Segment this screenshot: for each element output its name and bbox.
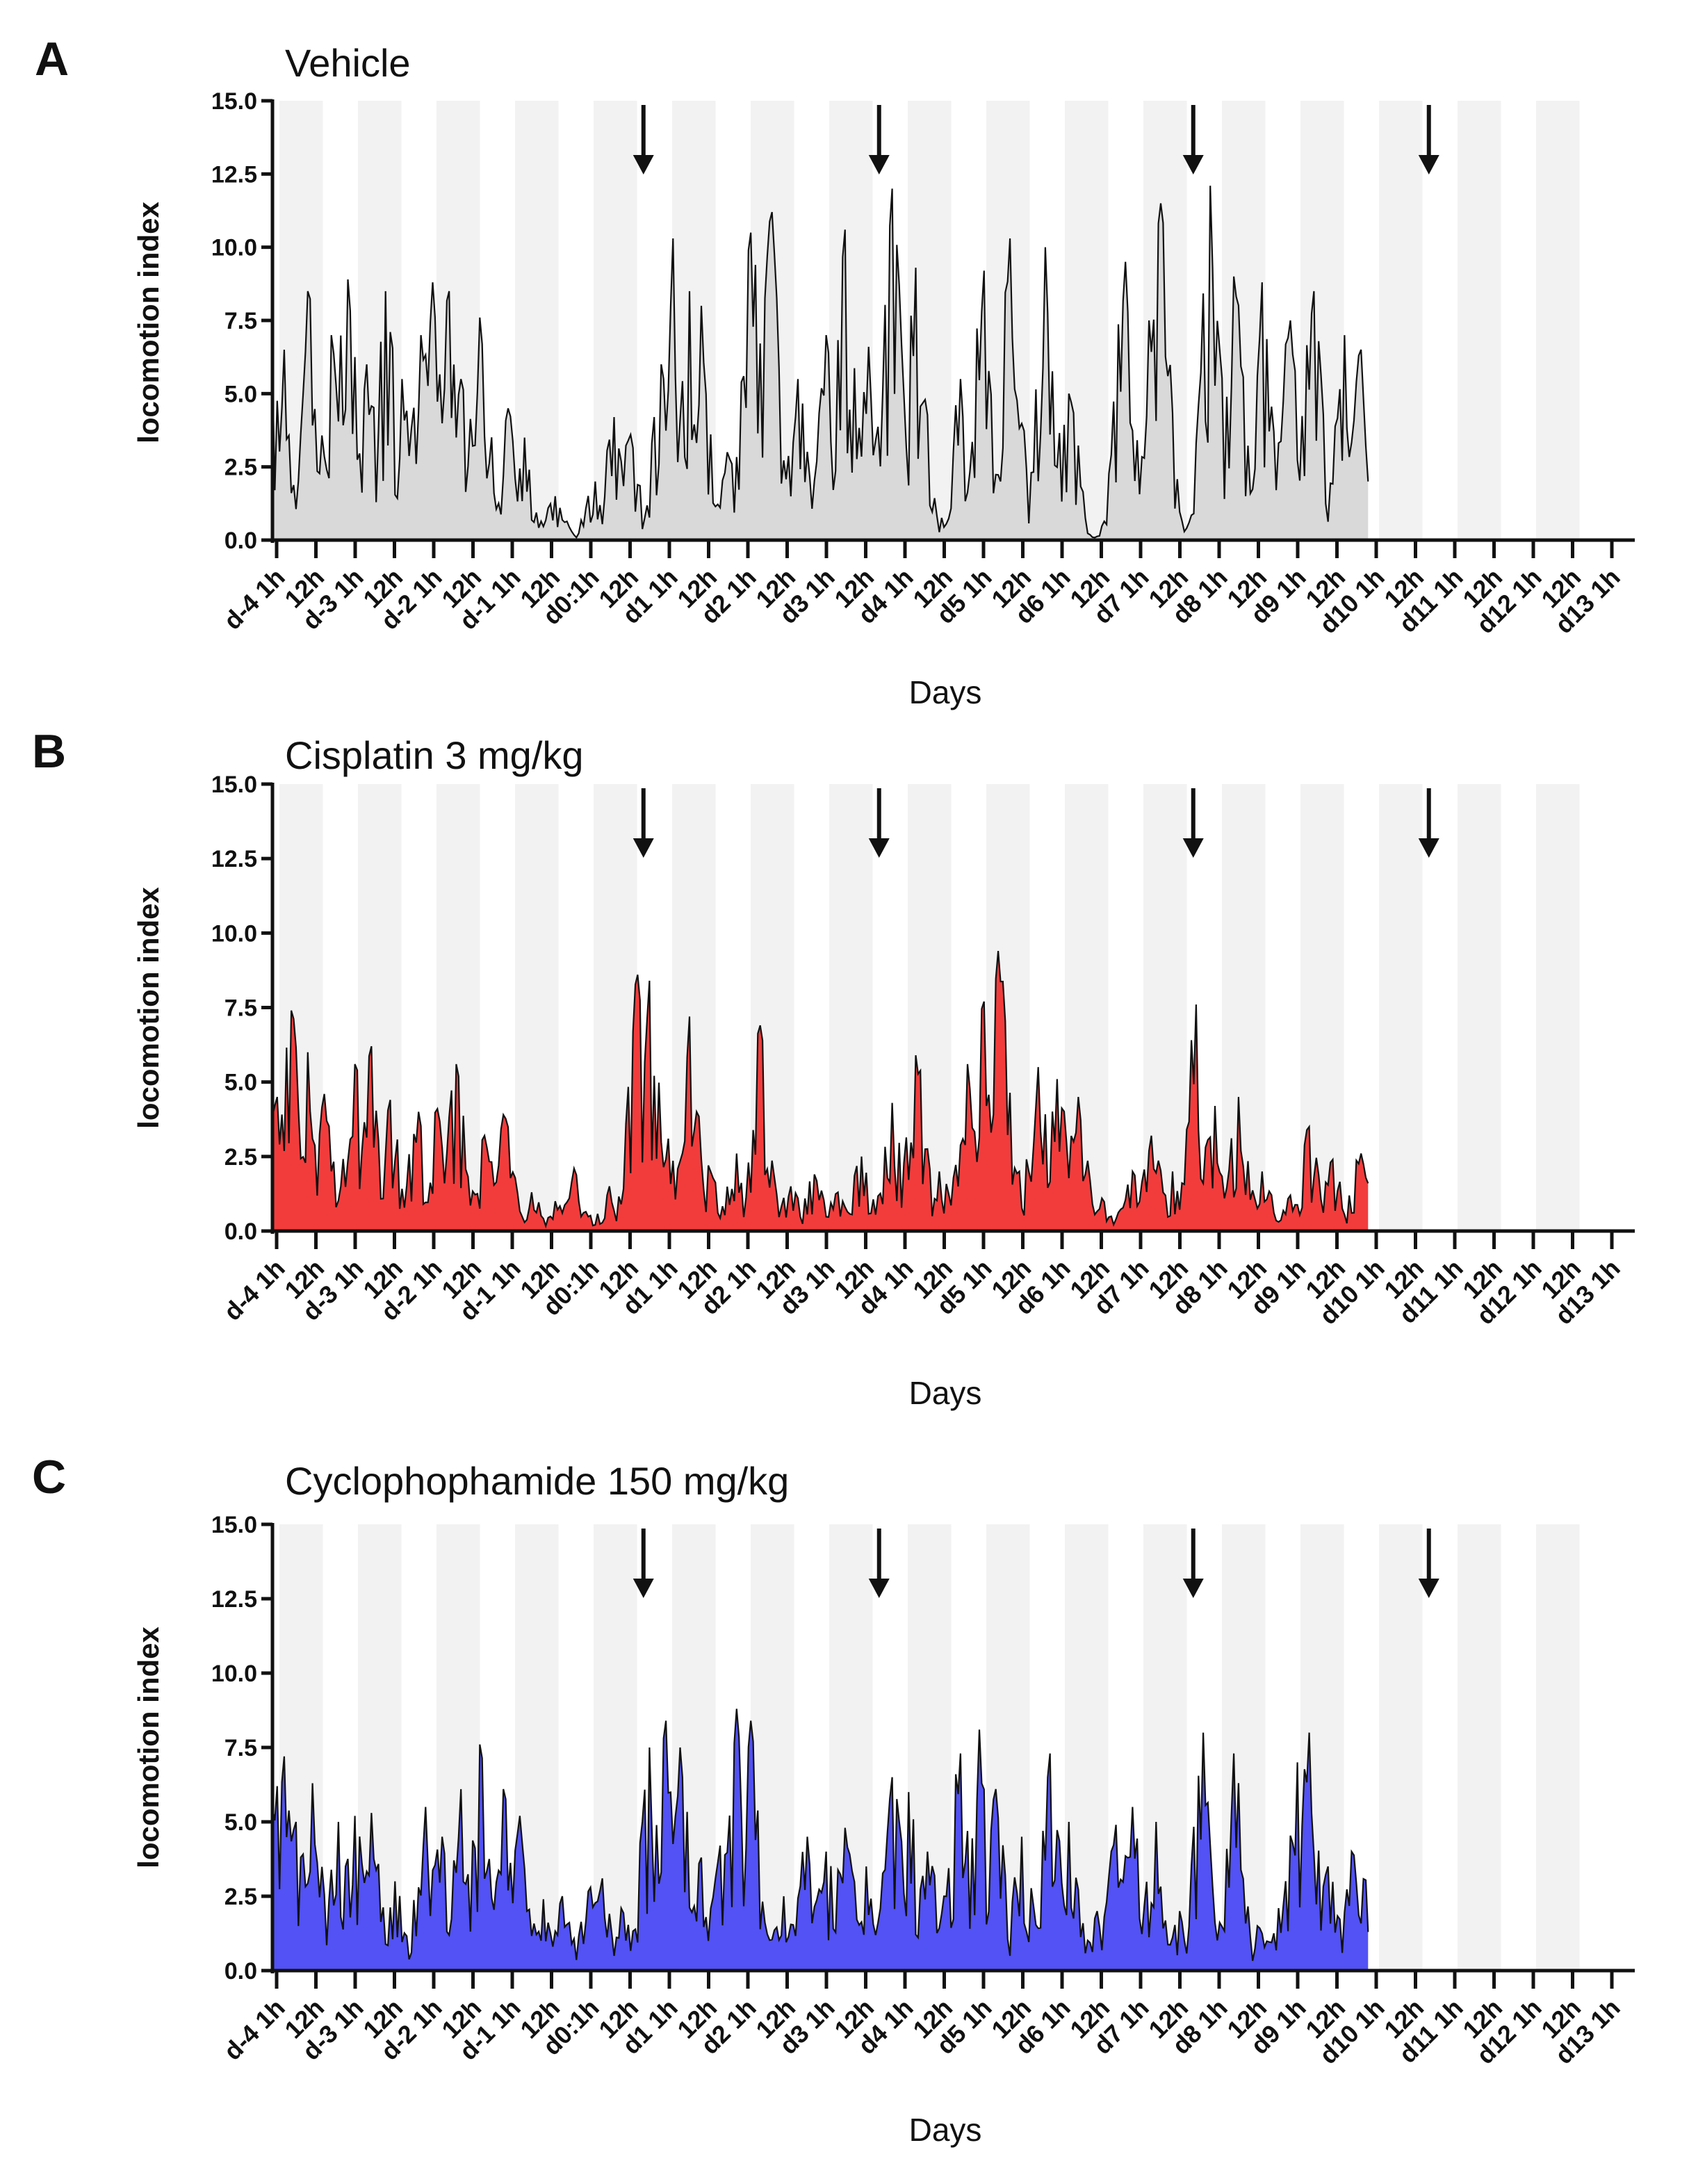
panel-title-a: Vehicle (285, 41, 411, 85)
y-tick-label-c: 15.0 (211, 1512, 257, 1538)
series-line-b (271, 951, 1369, 1229)
series-area-c (272, 1709, 1369, 1971)
y-tick-label-b: 2.5 (225, 1144, 257, 1171)
night-band-b (515, 784, 559, 1231)
y-tick-label-b: 12.5 (211, 846, 257, 872)
x-tick-label-b: d-4 1h (218, 1254, 291, 1326)
y-tick-label-a: 2.5 (225, 455, 257, 481)
dosing-arrow-head-b (633, 838, 654, 858)
y-tick-label-c: 2.5 (225, 1884, 257, 1910)
night-band-c (1536, 1524, 1580, 1971)
y-tick-label-b: 0.0 (225, 1219, 257, 1245)
panel-letter-a: A (35, 33, 69, 85)
y-axis-label-a: locomotion index (132, 202, 165, 443)
series-line-c (271, 1709, 1369, 1962)
y-tick-label-a: 0.0 (225, 528, 257, 554)
dosing-arrow-head-a (1182, 155, 1204, 174)
y-axis-label-b: locomotion index (132, 887, 165, 1129)
y-tick-label-b: 7.5 (225, 995, 257, 1022)
dosing-arrow-head-b (1418, 838, 1439, 858)
y-tick-label-b: 5.0 (225, 1070, 257, 1096)
y-tick-label-c: 5.0 (225, 1809, 257, 1836)
panel-letter-c: C (32, 1451, 66, 1503)
dosing-arrow-head-b (868, 838, 890, 858)
night-band-c (1143, 1524, 1187, 1971)
dosing-arrow-head-b (1182, 838, 1204, 858)
panel-a: A Vehicle locomotion index Days 0.0 2.5 5.… (35, 33, 1635, 710)
dosing-arrow-head-c (868, 1579, 890, 1598)
y-tick-label-b: 15.0 (211, 772, 257, 798)
dosing-arrow-head-c (633, 1579, 654, 1598)
night-band-b (1458, 784, 1501, 1231)
dosing-arrow-head-a (868, 155, 890, 174)
panel-title-b: Cisplatin 3 mg/kg (285, 733, 584, 777)
night-band-c (1458, 1524, 1501, 1971)
night-band-b (1222, 784, 1266, 1231)
panel-c: C Cyclophophamide 150 mg/kg locomotion i… (32, 1451, 1635, 2148)
x-tick-label-a: d-4 1h (218, 563, 291, 635)
y-tick-label-c: 12.5 (211, 1586, 257, 1613)
y-tick-label-c: 7.5 (225, 1735, 257, 1761)
series-line-a (271, 186, 1369, 539)
dosing-arrow-head-c (1182, 1579, 1204, 1598)
x-axis-label-c: Days (909, 2112, 982, 2148)
panel-b: B Cisplatin 3 mg/kg locomotion index Day… (32, 725, 1635, 1411)
night-band-a (515, 101, 559, 540)
y-tick-label-c: 10.0 (211, 1661, 257, 1687)
y-tick-label-b: 10.0 (211, 920, 257, 947)
night-band-c (1065, 1524, 1109, 1971)
panel-title-c: Cyclophophamide 150 mg/kg (285, 1459, 789, 1503)
dosing-arrow-head-c (1418, 1579, 1439, 1598)
night-band-b (1536, 784, 1580, 1231)
dosing-arrow-head-a (633, 155, 654, 174)
series-area-b (272, 951, 1369, 1231)
panel-letter-b: B (32, 725, 66, 778)
y-axis-label-c: locomotion index (132, 1627, 165, 1868)
x-tick-label-c: d-4 1h (218, 1994, 291, 2066)
night-band-c (1379, 1524, 1423, 1971)
dosing-arrow-head-a (1418, 155, 1439, 174)
series-area-a (272, 186, 1369, 540)
night-band-a (1379, 101, 1423, 540)
x-axis-label-a: Days (909, 674, 982, 710)
night-band-b (829, 784, 873, 1231)
y-tick-label-c: 0.0 (225, 1958, 257, 1985)
y-tick-label-a: 15.0 (211, 88, 257, 115)
y-tick-label-a: 12.5 (211, 161, 257, 188)
y-tick-label-a: 5.0 (225, 381, 257, 407)
night-band-a (1536, 101, 1580, 540)
y-tick-label-a: 7.5 (225, 308, 257, 334)
x-axis-label-b: Days (909, 1375, 982, 1411)
y-tick-label-a: 10.0 (211, 235, 257, 261)
night-band-b (1379, 784, 1423, 1231)
night-band-a (1458, 101, 1501, 540)
